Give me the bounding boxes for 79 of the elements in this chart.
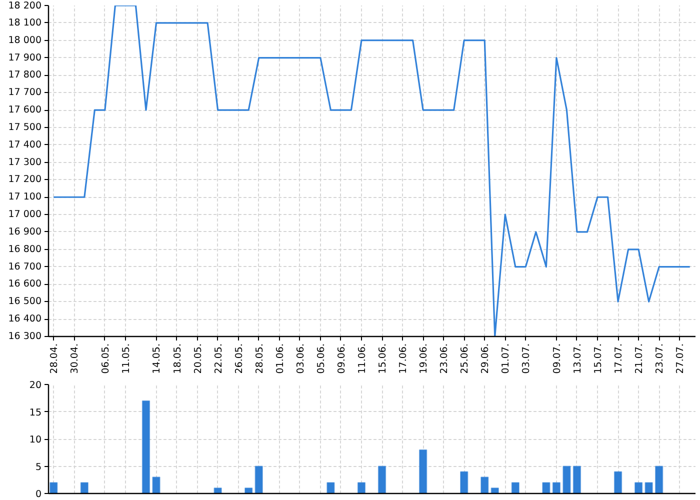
y-tick-label: 17 500 [8, 122, 42, 133]
y-tick-label: 10 [29, 434, 42, 446]
x-tick-label: 15.06. [378, 344, 389, 374]
bar [644, 482, 653, 494]
bar [254, 466, 263, 494]
line-series [52, 6, 691, 336]
bar [152, 476, 160, 494]
bar [142, 400, 150, 494]
x-tick-label: 03.06. [295, 344, 306, 374]
x-tick-label: 09.07. [552, 344, 563, 374]
bar [378, 466, 386, 494]
bar [490, 488, 499, 494]
x-tick-label: 29.06. [480, 344, 492, 374]
x-tick-label: 17.06. [398, 344, 410, 374]
y-tick-label: 17 700 [8, 87, 42, 98]
x-tick-label: 28.04. [49, 344, 60, 374]
x-tick-label: 15.07. [593, 344, 604, 374]
x-tick-label: 23.06. [439, 344, 450, 374]
y-tick-label: 5 [35, 462, 42, 473]
x-tick-label: 03.07. [521, 344, 532, 374]
y-tick-label: 17 300 [8, 156, 42, 168]
x-tick-label: 14.05. [152, 344, 163, 374]
bar [357, 482, 366, 494]
x-tick-label: 06.05. [100, 344, 112, 374]
x-tick-label: 18.05. [172, 344, 184, 374]
x-tick-label: 30.04. [70, 344, 81, 374]
bar [542, 482, 550, 494]
x-tick-label: 11.06. [356, 344, 368, 374]
bar [326, 482, 335, 494]
y-tick-label: 16 800 [8, 244, 42, 255]
y-tick-label: 16 900 [8, 226, 42, 238]
x-tick-label: 27.07. [675, 344, 686, 374]
x-tick-label: 05.06. [316, 344, 327, 374]
x-tick-label: 11.05. [120, 344, 132, 374]
x-tick-label: 09.06. [336, 344, 348, 374]
y-tick-label: 16 600 [8, 278, 42, 290]
bar [654, 466, 664, 494]
bar [460, 471, 468, 494]
x-tick-label: 21.07. [634, 344, 646, 374]
y-tick-label: 15 [29, 407, 42, 418]
y-tick-label: 18 100 [8, 17, 42, 28]
y-tick-label: 0 [35, 489, 42, 500]
x-tick-label: 28.05. [254, 344, 266, 374]
y-tick-label: 18 000 [8, 34, 42, 46]
bar [418, 449, 428, 494]
bar [572, 466, 582, 494]
y-tick-label: 17 400 [8, 139, 42, 150]
bar [244, 488, 253, 494]
y-tick-label: 16 400 [8, 314, 42, 325]
y-tick-label: 18 200 [8, 0, 42, 12]
bar [562, 466, 571, 494]
bar [80, 482, 89, 494]
y-tick-label: 17 100 [8, 192, 42, 203]
y-tick-label: 17 000 [8, 209, 42, 220]
y-tick-label: 16 300 [8, 331, 42, 342]
x-tick-label: 23.07. [654, 344, 666, 374]
x-tick-label: 19.06. [418, 344, 430, 374]
y-tick-label: 16 700 [8, 261, 42, 272]
x-tick-label: 17.07. [614, 344, 625, 374]
x-tick-label: 20.05. [192, 344, 204, 374]
x-tick-label: 13.07. [572, 344, 584, 374]
y-tick-label: 17 900 [8, 52, 42, 64]
y-tick-label: 16 500 [8, 296, 42, 308]
bar [552, 482, 561, 494]
y-tick-label: 17 600 [8, 104, 42, 116]
x-tick-label: 26.05. [234, 344, 245, 374]
x-tick-label: 01.07. [500, 344, 512, 374]
x-tick-label: 01.06. [274, 344, 286, 374]
bar [511, 482, 520, 494]
bar [480, 476, 489, 494]
bar [634, 482, 643, 494]
bar [614, 471, 622, 494]
y-tick-label: 17 200 [8, 174, 42, 186]
x-tick-label: 22.05. [213, 344, 224, 374]
y-tick-label: 20 [29, 380, 42, 391]
bar [214, 488, 222, 494]
y-tick-label: 17 800 [8, 70, 42, 81]
x-tick-label: 25.06. [460, 344, 471, 374]
bar [50, 482, 58, 494]
